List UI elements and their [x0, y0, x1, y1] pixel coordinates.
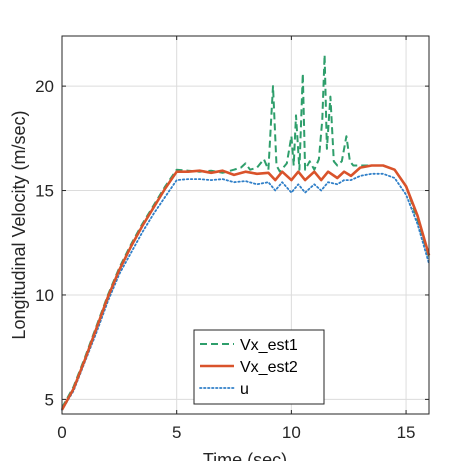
series-line-u	[61, 172, 430, 411]
y-tick-label: 5	[45, 390, 54, 409]
series-line-vx-est2	[60, 164, 431, 411]
legend-label: u	[240, 381, 249, 398]
y-tick-label: 20	[35, 77, 54, 96]
x-tick-label: 10	[282, 423, 301, 442]
y-tick-label: 15	[35, 182, 54, 201]
x-tick-label: 15	[397, 423, 416, 442]
x-axis-label: Time (sec)	[203, 450, 287, 461]
series-layer	[60, 53, 431, 411]
y-axis-label: Longitudinal Velocity (m/sec)	[9, 110, 29, 339]
y-tick-label: 10	[35, 286, 54, 305]
x-tick-label: 0	[57, 423, 66, 442]
legend-label: Vx_est2	[240, 359, 298, 376]
plot-frame	[61, 35, 430, 415]
x-tick-label: 5	[172, 423, 181, 442]
legend-label: Vx_est1	[240, 337, 298, 354]
